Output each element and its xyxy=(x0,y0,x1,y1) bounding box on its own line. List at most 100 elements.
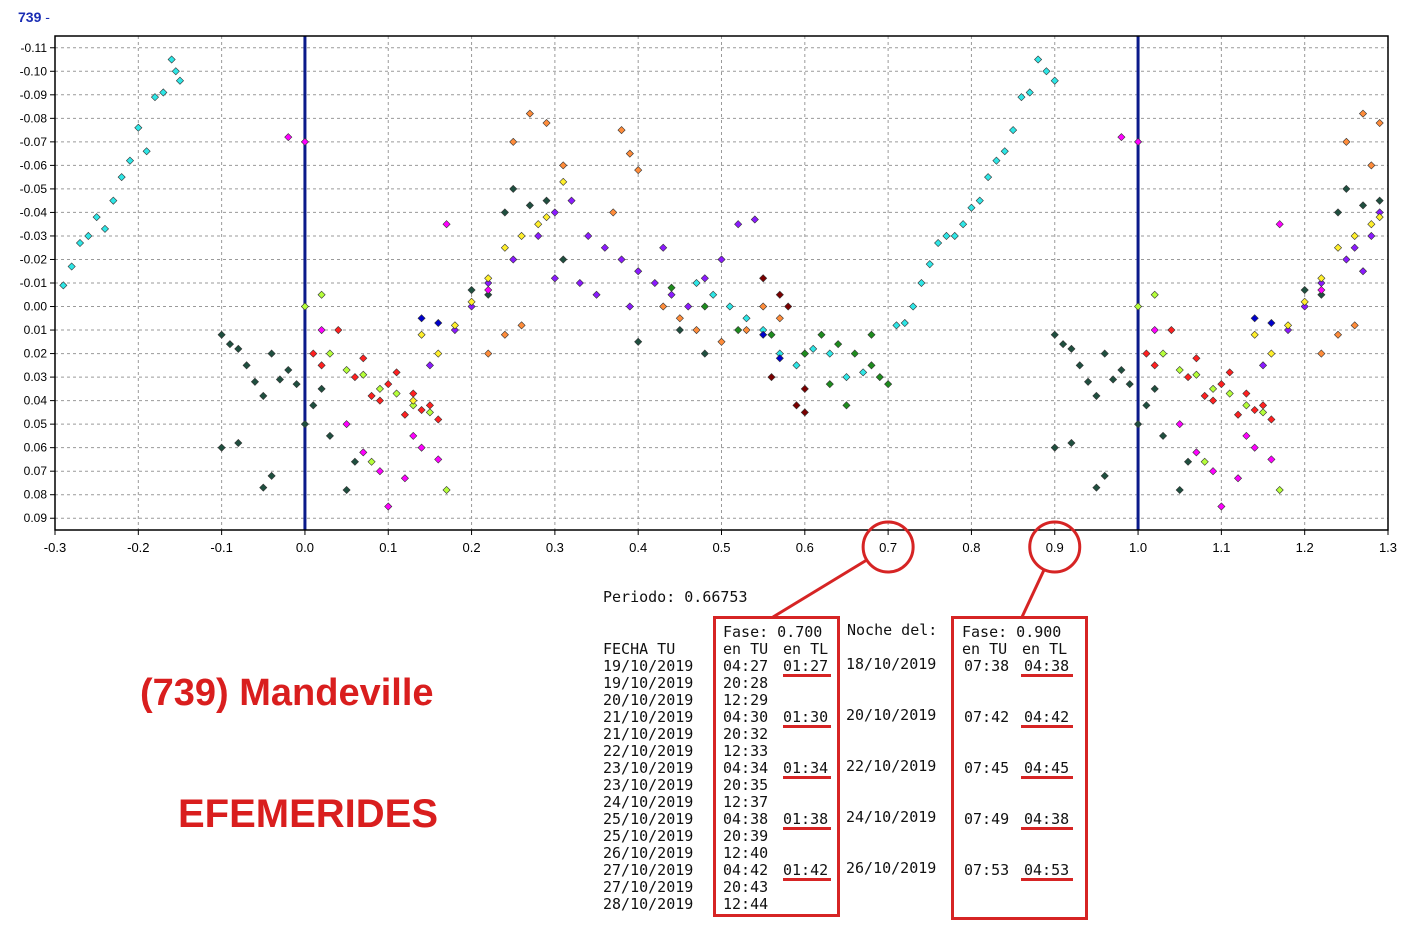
data-point xyxy=(667,290,676,299)
data-point xyxy=(1100,349,1109,358)
data-point xyxy=(625,149,634,158)
data-point xyxy=(1259,361,1268,370)
data-point xyxy=(434,455,443,464)
data-point xyxy=(409,389,418,398)
data-point xyxy=(1134,302,1143,311)
callout-line xyxy=(772,558,868,619)
data-point xyxy=(125,156,135,165)
x-tick-label: 0.3 xyxy=(546,540,564,555)
data-point xyxy=(1050,330,1059,339)
y-axis-ticks: -0.11 -0.10 -0.09 -0.08 -0.07 -0.06 -0.05 -0.04… xyxy=(20,41,55,525)
y-tick-label: -0.03 xyxy=(20,229,48,243)
row-tl: 01:34 xyxy=(783,759,829,777)
data-point xyxy=(325,431,334,440)
x-tick-label: -0.2 xyxy=(127,540,149,555)
data-point xyxy=(1259,408,1268,417)
data-point xyxy=(509,255,518,264)
data-point xyxy=(284,366,293,375)
tl-underline xyxy=(783,878,831,881)
data-point xyxy=(1150,384,1159,393)
data-point xyxy=(1200,457,1209,466)
data-point xyxy=(659,302,668,311)
data-point xyxy=(1209,396,1218,405)
data-point xyxy=(517,321,526,330)
y-tick-label: 0.02 xyxy=(24,347,48,361)
data-point xyxy=(1367,220,1376,229)
y-tick-label: 0.00 xyxy=(24,300,48,314)
x-tick-label: 0.9 xyxy=(1046,540,1064,555)
data-point xyxy=(1375,196,1384,205)
data-point xyxy=(1125,380,1134,389)
data-point xyxy=(1017,93,1026,102)
data-point xyxy=(1300,297,1309,306)
y-tick-label: 0.09 xyxy=(24,511,48,525)
data-point xyxy=(584,231,593,240)
data-point xyxy=(742,326,751,335)
row-date: 25/10/2019 xyxy=(603,810,694,828)
data-point xyxy=(984,173,993,182)
data-point xyxy=(500,330,509,339)
data-point xyxy=(792,401,801,410)
y-tick-label: -0.01 xyxy=(20,276,48,290)
fase-0700-label: Fase: 0.700 xyxy=(723,623,823,641)
data-point xyxy=(1175,485,1184,495)
data-point xyxy=(484,278,493,288)
data-point xyxy=(400,474,409,483)
row-tu: 04:42 xyxy=(723,861,769,879)
data-point xyxy=(1242,431,1251,440)
y-tick-label: 0.03 xyxy=(24,370,48,384)
data-point xyxy=(234,344,243,353)
night-tl: 04:42 xyxy=(1024,708,1070,726)
data-point xyxy=(717,337,726,346)
data-point xyxy=(859,368,868,377)
data-point xyxy=(1234,410,1243,419)
data-point xyxy=(825,380,834,389)
data-point xyxy=(1375,119,1384,128)
data-point xyxy=(175,76,184,85)
row-tu: 12:40 xyxy=(723,844,769,862)
row-tu: 04:27 xyxy=(723,657,769,675)
x-axis-ticks: -0.3 -0.2 -0.1 0.0 0.1 0.2 0.3 0.4 0.5 0.6 0.7 0.8 0… xyxy=(44,530,1397,555)
y-tick-label: -0.07 xyxy=(20,135,48,149)
data-point xyxy=(150,93,159,102)
data-point xyxy=(1225,368,1234,377)
data-point xyxy=(709,290,718,299)
data-point xyxy=(792,361,801,370)
data-point xyxy=(342,485,351,495)
data-point xyxy=(850,349,859,358)
data-point xyxy=(1184,373,1193,382)
data-point xyxy=(259,483,268,492)
data-point xyxy=(425,408,434,417)
callout-line xyxy=(1020,569,1046,618)
data-point xyxy=(684,302,693,311)
data-point xyxy=(484,286,493,295)
data-point xyxy=(1358,109,1368,118)
night-tl: 04:38 xyxy=(1024,657,1070,675)
data-point xyxy=(259,391,268,400)
data-point xyxy=(1034,55,1043,64)
data-point xyxy=(934,238,943,248)
x-tick-label: 1.0 xyxy=(1129,540,1147,555)
data-point xyxy=(509,137,518,146)
y-tick-label: -0.08 xyxy=(20,111,48,125)
data-point xyxy=(775,290,784,299)
data-point xyxy=(384,502,393,511)
data-point xyxy=(700,349,709,358)
data-point xyxy=(1150,326,1159,335)
row-tu: 20:35 xyxy=(723,776,769,794)
data-point xyxy=(1117,366,1126,375)
data-point xyxy=(750,215,759,224)
data-point xyxy=(1142,349,1151,358)
x-tick-label: 0.6 xyxy=(796,540,814,555)
data-point xyxy=(417,443,426,452)
data-point xyxy=(1284,321,1293,330)
data-point xyxy=(942,231,951,240)
data-point xyxy=(225,340,234,349)
data-point xyxy=(1192,370,1201,379)
fecha-header: FECHA TU xyxy=(603,640,676,658)
data-point xyxy=(217,443,226,452)
row-tl: 01:27 xyxy=(783,657,829,675)
periodo-label: Periodo: 0.66753 xyxy=(603,588,748,606)
data-point xyxy=(575,278,584,288)
